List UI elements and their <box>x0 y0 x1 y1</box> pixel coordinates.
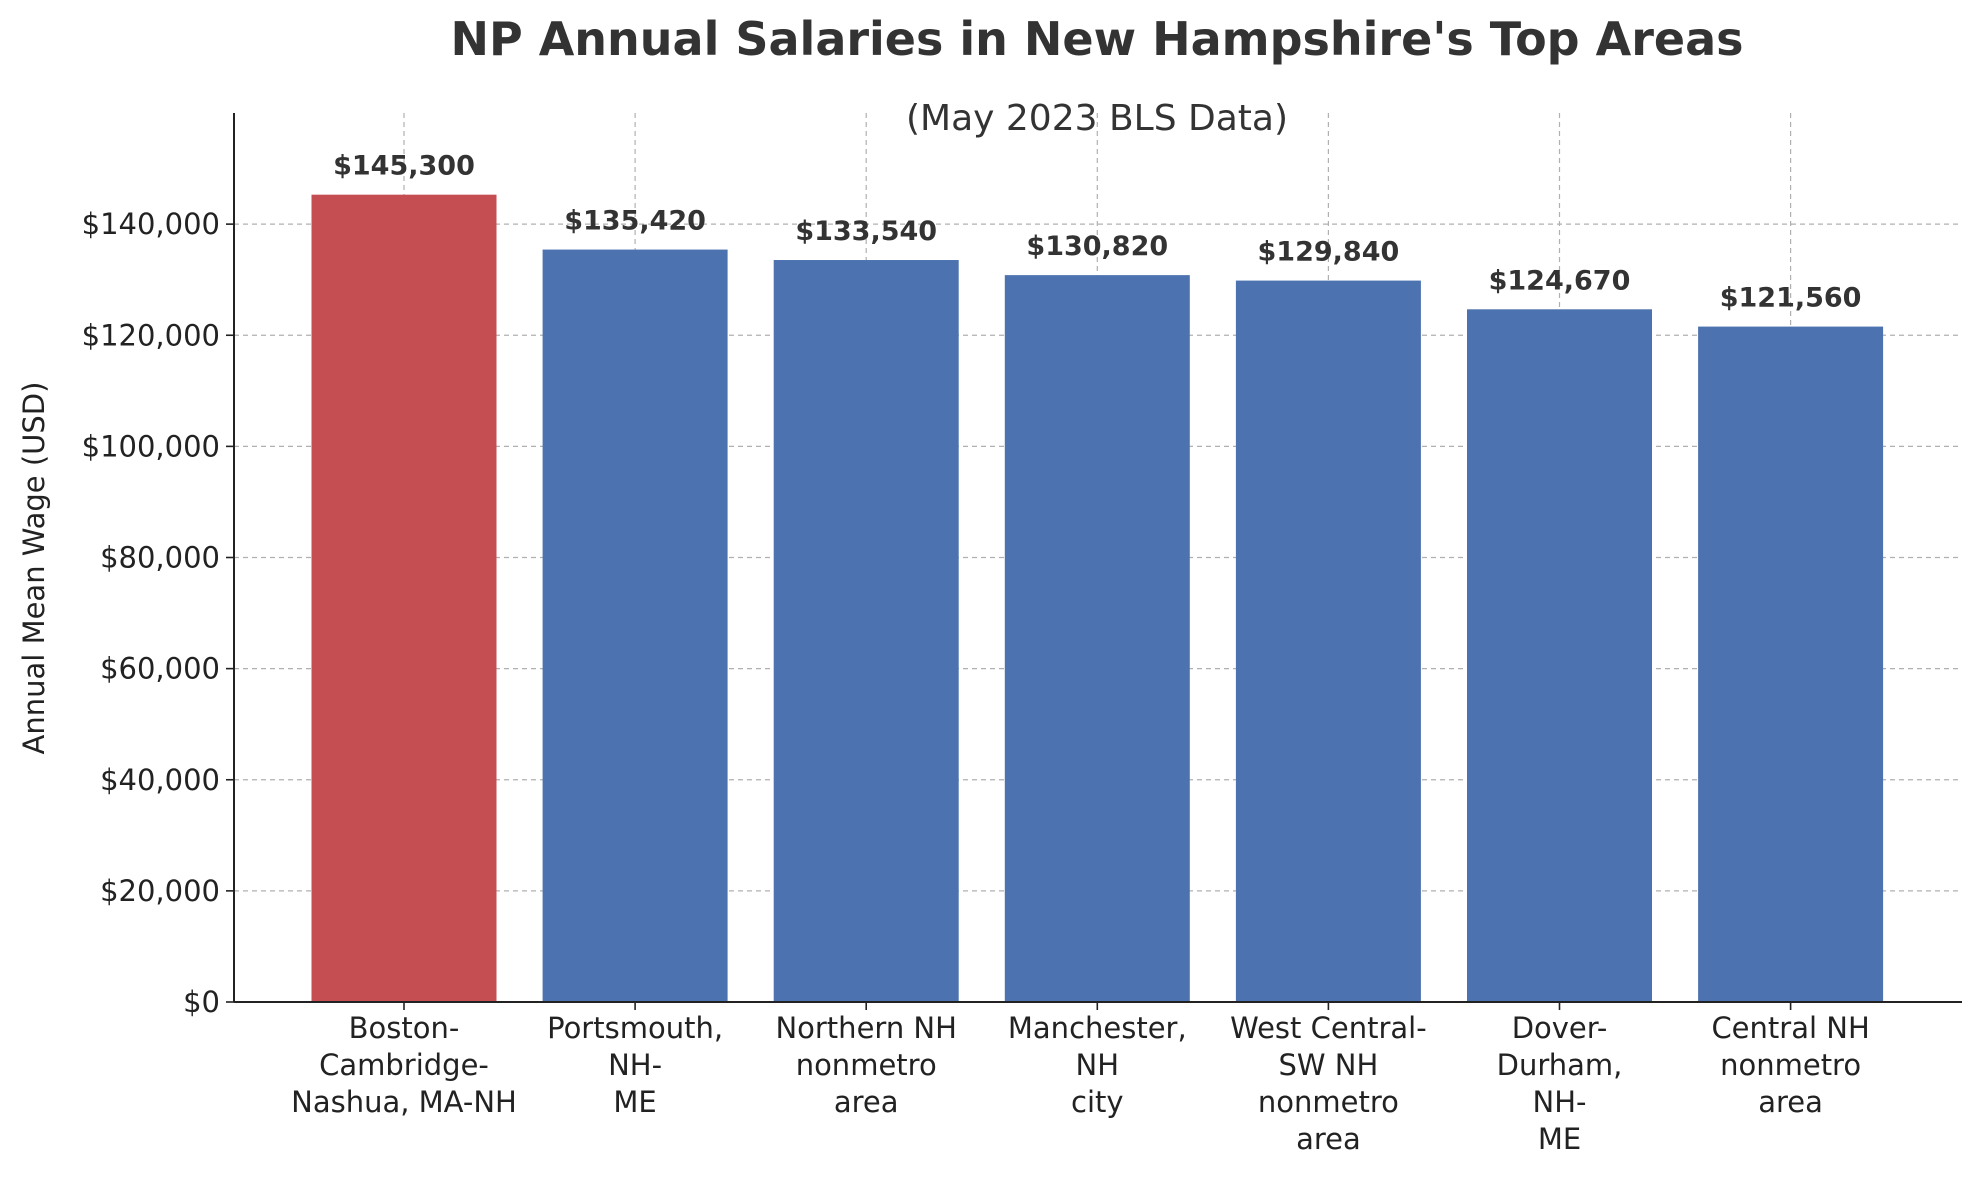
bar-value-label: $121,560 <box>1720 283 1862 314</box>
bar <box>542 249 728 1002</box>
x-tick-label: Portsmouth, NH-ME <box>547 1011 723 1119</box>
x-tick-label: Boston-Cambridge-Nashua, MA-NH <box>291 1011 517 1119</box>
bar <box>773 260 959 1002</box>
y-tick-label: $100,000 <box>82 429 220 463</box>
y-tick-label: $80,000 <box>100 541 220 575</box>
x-tick-label: West Central-SW NH nonmetro area <box>1230 1011 1427 1156</box>
y-tick-label: $0 <box>183 985 220 1019</box>
bar <box>1698 326 1884 1002</box>
bar <box>1004 275 1190 1003</box>
y-axis-ticks: $0 $20,000 $40,000 $60,000 $80,000 $100,000 $1… <box>82 207 234 1019</box>
bar-value-label: $133,540 <box>795 216 937 247</box>
bar <box>311 194 497 1002</box>
bar-value-label: $124,670 <box>1489 265 1631 296</box>
y-tick-label: $120,000 <box>82 318 220 352</box>
bar <box>1467 309 1652 1002</box>
bar-value-labels: $145,300 $135,420 $133,540 $130,820 $129,840… <box>333 151 1861 314</box>
bar-value-label: $145,300 <box>333 151 475 182</box>
bar-value-label: $130,820 <box>1026 231 1168 262</box>
bar <box>1235 280 1421 1002</box>
y-tick-label: $20,000 <box>100 874 220 908</box>
x-tick-label: Manchester, NH city <box>1008 1011 1187 1119</box>
bars <box>311 194 1884 1003</box>
x-tick-label: Central NH nonmetro area <box>1711 1011 1869 1119</box>
bar-value-label: $135,420 <box>564 206 706 237</box>
y-tick-label: $140,000 <box>82 207 220 241</box>
y-tick-label: $60,000 <box>100 652 220 686</box>
x-axis-category-labels: Boston-Cambridge-Nashua, MA-NH Portsmouth… <box>291 1002 1870 1156</box>
chart-subtitle: (May 2023 BLS Data) <box>906 98 1288 139</box>
chart-title: NP Annual Salaries in New Hampshire's To… <box>450 12 1743 66</box>
y-tick-label: $40,000 <box>100 763 220 797</box>
x-tick-label: Dover-Durham, NH-ME <box>1497 1011 1623 1156</box>
y-axis-title: Annual Mean Wage (USD) <box>17 382 51 755</box>
bar-value-label: $129,840 <box>1258 237 1400 268</box>
x-tick-label: Northern NH nonmetro area <box>775 1011 956 1119</box>
